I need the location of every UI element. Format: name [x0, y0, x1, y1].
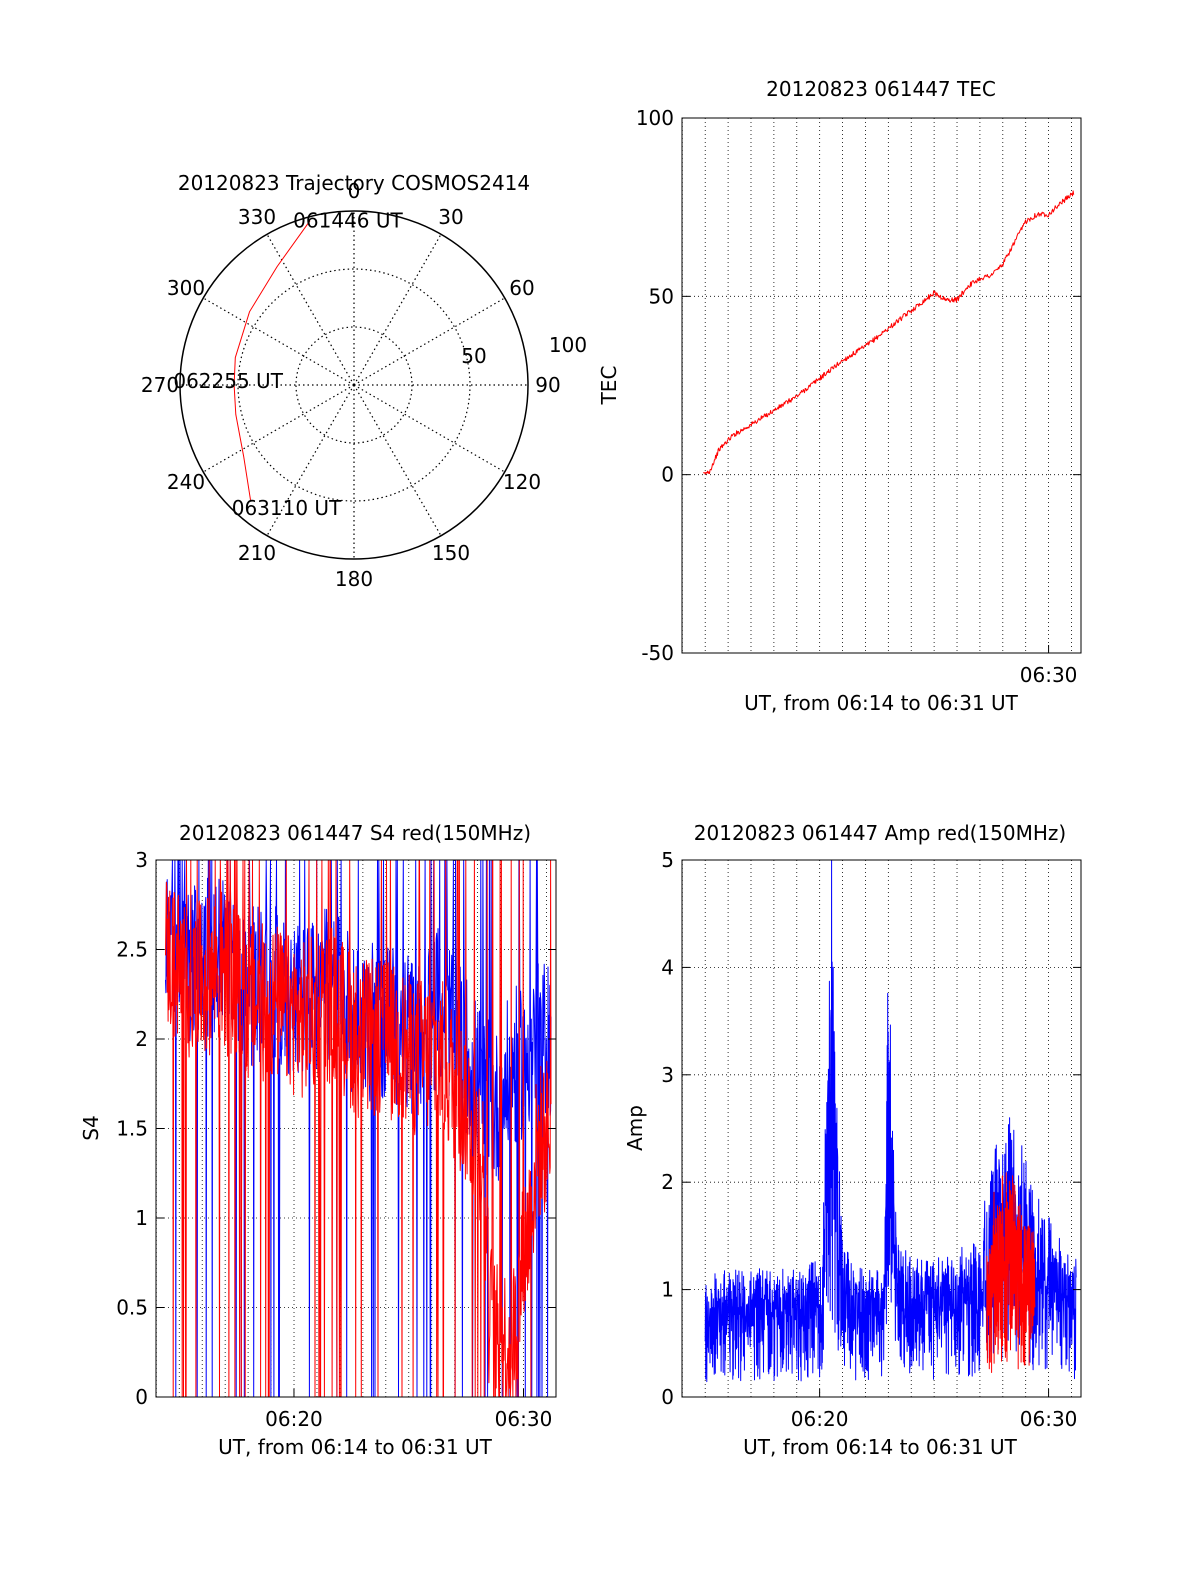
polar-azimuth-label: 240: [167, 470, 205, 494]
polar-grid-ring: [295, 326, 413, 444]
polar-azimuth-label: 120: [503, 470, 541, 494]
polar-azimuth-label: 30: [438, 205, 463, 229]
s4-ytick-label: 0: [135, 1385, 148, 1409]
s4-xtick-label: 06:20: [265, 1407, 323, 1431]
s4-ytick-label: 2: [135, 1027, 148, 1051]
polar-azimuth-label: 150: [432, 541, 470, 565]
amp-series-line: [986, 1172, 1036, 1373]
tec-ytick-label: 100: [636, 106, 674, 130]
polar-grid-spoke: [203, 384, 355, 473]
polar-azimuth-label: 180: [335, 567, 373, 591]
s4-ytick-label: 3: [135, 848, 148, 872]
amp-title: 20120823 061447 Amp red(150MHz): [694, 821, 1066, 845]
polar-trajectory-chart: 20120823 Trajectory COSMOS2414 0 30 60 90 12…: [141, 171, 587, 591]
amp-ytick-label: 2: [661, 1170, 674, 1194]
polar-grid-spoke: [266, 384, 355, 536]
tec-title: 20120823 061447 TEC: [766, 77, 996, 101]
amp-xtick-label: 06:30: [1020, 1407, 1078, 1431]
polar-grid-spoke: [353, 297, 505, 386]
amp-plot-frame: [681, 859, 1082, 1398]
s4-xlabel: UT, from 06:14 to 06:31 UT: [218, 1435, 493, 1459]
s4-ytick-label: 2.5: [116, 938, 148, 962]
amp-ytick-label: 3: [661, 1063, 674, 1087]
s4-plot-frame: [155, 859, 557, 1398]
polar-grid-ring: [237, 268, 471, 502]
polar-time-annotation: 061446 UT: [293, 209, 403, 233]
tec-plot-frame: [681, 117, 1082, 654]
polar-grid-spoke: [353, 384, 442, 536]
polar-outer-ring: [179, 210, 529, 560]
tec-ytick-label: -50: [641, 641, 674, 665]
amp-ytick-label: 4: [661, 955, 674, 979]
polar-azimuth-label: 210: [238, 541, 276, 565]
polar-azimuth-label: 0: [348, 179, 361, 203]
amp-chart: 20120823 061447 Amp red(150MHz) UT, from…: [623, 821, 1082, 1459]
polar-azimuth-label: 60: [509, 276, 534, 300]
amp-xlabel: UT, from 06:14 to 06:31 UT: [743, 1435, 1018, 1459]
s4-title: 20120823 061447 S4 red(150MHz): [179, 821, 531, 845]
s4-ylabel: S4: [79, 1115, 103, 1140]
s4-chart: 20120823 061447 S4 red(150MHz) UT, from …: [79, 821, 557, 1459]
tec-xtick-label: 06:30: [1020, 663, 1078, 687]
s4-ytick-label: 1.5: [116, 1117, 148, 1141]
s4-xtick-label: 06:30: [495, 1407, 553, 1431]
polar-time-annotation: 062255 UT: [173, 369, 283, 393]
tec-ytick-label: 0: [661, 463, 674, 487]
amp-ylabel: Amp: [623, 1105, 647, 1151]
polar-title: 20120823 Trajectory COSMOS2414: [178, 171, 530, 195]
polar-grid-spoke: [266, 234, 355, 386]
tec-ylabel: TEC: [597, 366, 621, 406]
polar-azimuth-label: 300: [167, 276, 205, 300]
amp-ytick-label: 0: [661, 1385, 674, 1409]
amp-ytick-label: 1: [661, 1278, 674, 1302]
polar-azimuth-label: 90: [535, 373, 560, 397]
polar-radial-label: 50: [461, 344, 486, 368]
s4-ytick-label: 1: [135, 1206, 148, 1230]
polar-azimuth-label: 270: [141, 373, 179, 397]
amp-xtick-label: 06:20: [791, 1407, 849, 1431]
polar-time-annotation: 063110 UT: [232, 496, 342, 520]
polar-radial-label: 100: [549, 333, 587, 357]
polar-trajectory-line: [233, 220, 311, 500]
tec-series-line: [703, 190, 1075, 475]
amp-ytick-label: 5: [661, 848, 674, 872]
polar-grid-spoke: [353, 234, 442, 386]
s4-series-line: [165, 859, 552, 1398]
polar-azimuth-label: 330: [238, 205, 276, 229]
polar-grid-spoke: [353, 384, 505, 473]
tec-chart: 20120823 061447 TEC UT, from 06:14 to 06…: [597, 77, 1082, 715]
tec-xlabel: UT, from 06:14 to 06:31 UT: [744, 691, 1019, 715]
polar-grid-spoke: [203, 297, 355, 386]
s4-ytick-label: 0.5: [116, 1296, 148, 1320]
tec-ytick-label: 50: [649, 284, 674, 308]
